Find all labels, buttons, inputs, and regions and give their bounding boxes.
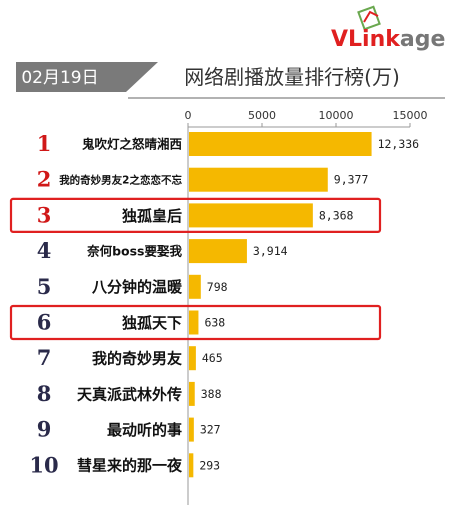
value-label: 798 <box>207 280 228 294</box>
chart-title: 网络剧播放量排行榜(万) <box>184 65 400 89</box>
rank-number: 10 <box>29 452 58 477</box>
value-label: 388 <box>201 387 222 401</box>
rank-number: 1 <box>37 131 52 156</box>
bar-row: 4 奈何boss要娶我 3,914 <box>37 238 288 264</box>
bar <box>189 381 195 406</box>
rank-number: 3 <box>37 202 52 227</box>
bar-rows: 1 鬼吹灯之怒晴湘西 12,336 2 我的奇妙男友2之恋恋不忘 9,377 3 独孤皇后 8,… <box>29 131 420 478</box>
bar <box>189 203 313 228</box>
category-label: 鬼吹灯之怒晴湘西 <box>82 137 182 152</box>
x-tick-label: 15000 <box>393 109 428 122</box>
bar <box>189 310 199 335</box>
highlight-boxes <box>9 197 382 341</box>
bar-row: 6 独孤天下 638 <box>37 310 225 335</box>
value-label: 12,336 <box>378 137 420 151</box>
logo-link: Link <box>348 27 401 52</box>
bar <box>189 239 247 264</box>
bar <box>189 167 328 192</box>
value-label: 465 <box>202 351 223 365</box>
logo-v: V <box>331 27 348 52</box>
rank-number: 5 <box>37 274 52 299</box>
bar-row: 1 鬼吹灯之怒晴湘西 12,336 <box>37 131 420 156</box>
rank-number: 7 <box>37 345 52 370</box>
rank-number: 8 <box>37 381 52 406</box>
bar-row: 5 八分钟的温暖 798 <box>37 274 228 299</box>
rank-number: 4 <box>37 238 52 263</box>
category-label: 八分钟的温暖 <box>91 278 183 296</box>
value-label: 638 <box>204 316 225 330</box>
category-label: 奈何boss要娶我 <box>86 244 182 259</box>
rank-number: 2 <box>37 167 52 192</box>
x-axis: 0 5000 10000 15000 <box>185 109 428 505</box>
vlinkage-logo: VLinkage <box>331 5 445 52</box>
rank-number: 9 <box>37 417 52 442</box>
bar <box>189 346 196 371</box>
bar-row: 10 彗星来的那一夜 293 <box>29 452 220 478</box>
category-label: 独孤皇后 <box>122 207 182 225</box>
svg-text:VLinkage: VLinkage <box>331 27 445 52</box>
bar-row: 9 最动听的事 327 <box>37 417 221 442</box>
header-band: 02月19日 网络剧播放量排行榜(万) <box>16 62 445 99</box>
highlight-box <box>9 304 382 341</box>
category-label: 最动听的事 <box>107 421 182 439</box>
bar <box>189 417 194 442</box>
logo-age: age <box>400 27 446 52</box>
value-label: 293 <box>199 458 220 472</box>
highlight-box <box>9 197 382 233</box>
value-label: 327 <box>200 423 221 437</box>
bar-row: 3 独孤皇后 8,368 <box>37 202 354 228</box>
bar <box>189 453 194 478</box>
category-label: 我的奇妙男友 <box>92 350 182 368</box>
bar <box>189 132 372 156</box>
category-label: 彗星来的那一夜 <box>77 457 183 475</box>
value-label: 9,377 <box>334 173 369 187</box>
rank-number: 6 <box>37 310 52 335</box>
category-label: 我的奇妙男友2之恋恋不忘 <box>59 173 182 186</box>
logo-mark-icon <box>357 5 381 31</box>
date-badge <box>16 62 158 92</box>
category-label: 独孤天下 <box>122 314 182 332</box>
bar-row: 2 我的奇妙男友2之恋恋不忘 9,377 <box>37 167 369 192</box>
value-label: 8,368 <box>319 208 354 222</box>
value-label: 3,914 <box>253 244 288 258</box>
bar <box>189 274 201 299</box>
bar-row: 7 我的奇妙男友 465 <box>37 345 223 371</box>
bar-row: 8 天真派武林外传 388 <box>37 381 222 406</box>
category-label: 天真派武林外传 <box>77 385 182 403</box>
x-tick-label: 10000 <box>319 109 354 122</box>
date-label: 02月19日 <box>21 68 98 88</box>
x-tick-label: 5000 <box>248 109 276 122</box>
x-tick-label: 0 <box>185 109 192 122</box>
